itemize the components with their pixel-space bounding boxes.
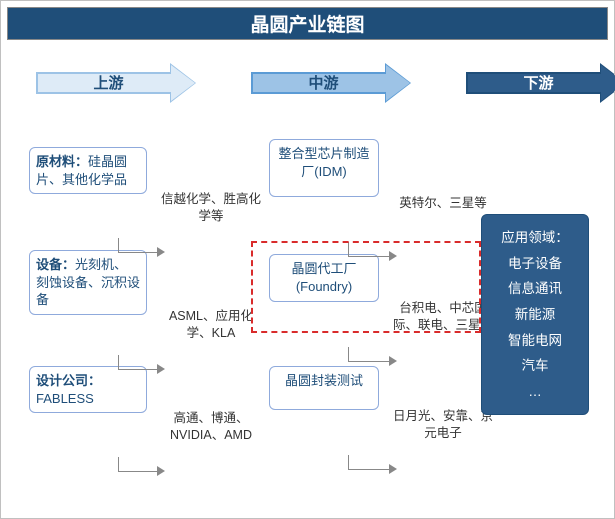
examples-idm: 英特尔、三星等 [393,195,493,212]
downstream-item: 新能源 [482,302,588,328]
stage-midstream-label: 中游 [261,72,386,94]
downstream-item: 智能电网 [482,328,588,354]
downstream-item: … [482,379,588,405]
examples-design: 高通、博通、NVIDIA、AMD [161,410,261,444]
node-design-rest: FABLESS [36,391,94,406]
node-design-bold: 设计公司： [36,373,101,388]
downstream-item: 信息通讯 [482,276,588,302]
stage-downstream-label: 下游 [476,72,601,94]
downstream-title: 应用领域： [482,225,588,251]
node-design: 设计公司： FABLESS [29,366,147,413]
node-equipment: 设备：光刻机、刻蚀设备、沉积设备 [29,250,147,315]
node-raw-bold: 原材料： [36,154,88,169]
stage-downstream: 下游 [466,65,615,101]
node-equip-bold: 设备： [36,257,75,272]
node-idm: 整合型芯片制造厂(IDM) [269,139,379,197]
examples-raw: 信越化学、胜高化学等 [161,191,261,225]
node-osat: 晶圆封装测试 [269,366,379,410]
node-raw-materials: 原材料：硅晶圆片、其他化学品 [29,147,147,194]
stage-midstream: 中游 [251,65,410,101]
stage-upstream-label: 上游 [46,72,171,94]
stage-upstream: 上游 [36,65,195,101]
page-title: 晶圆产业链图 [7,7,608,40]
downstream-item: 汽车 [482,353,588,379]
examples-osat: 日月光、安靠、京元电子 [393,408,493,442]
examples-equip: ASML、应用化学、KLA [161,308,261,342]
highlight-foundry [251,241,481,333]
downstream-panel: 应用领域： 电子设备 信息通讯 新能源 智能电网 汽车 … [481,214,589,415]
downstream-item: 电子设备 [482,251,588,277]
